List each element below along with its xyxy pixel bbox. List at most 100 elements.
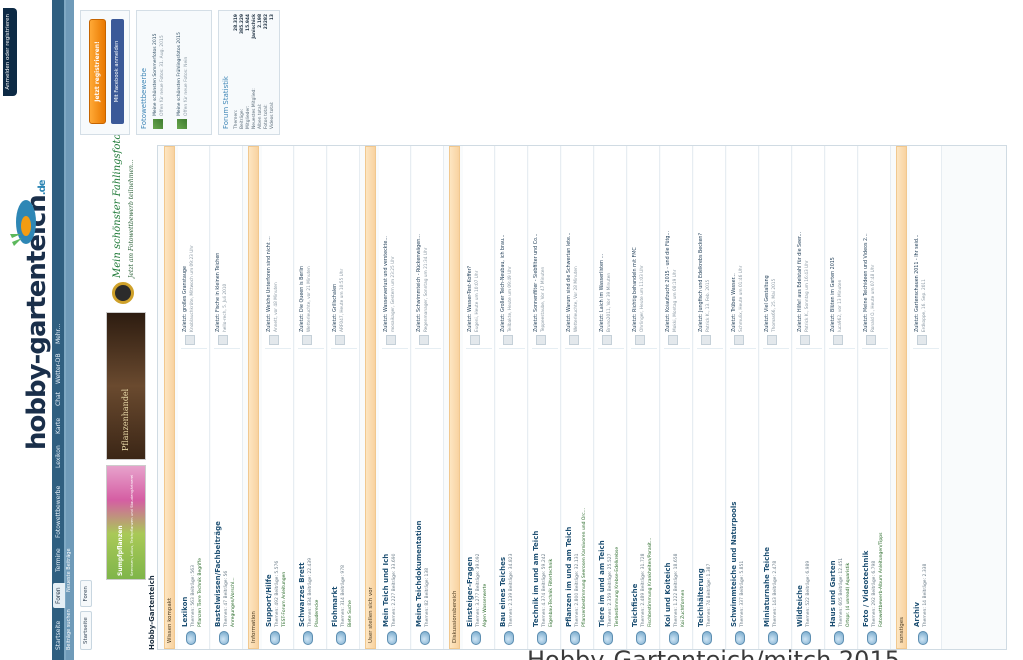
avatar[interactable] <box>569 335 579 345</box>
nav-item-startseite[interactable]: Startseite <box>55 620 62 650</box>
last-post-title[interactable]: Zuletzt: Richtig behandeln mit FMC <box>633 247 638 332</box>
forum-title[interactable]: Support/Hilfe <box>265 574 273 627</box>
login-link[interactable]: Anmelden oder registrieren <box>3 8 17 96</box>
forum-title[interactable]: Meine Teichdokumentation <box>415 520 423 628</box>
avatar[interactable] <box>668 335 678 345</box>
subforum-links[interactable]: Pflanzen Tiere Technik Begriffe <box>198 557 203 627</box>
subforum-links[interactable]: Fotowettbewerb-Album Anleitungen/Tipps <box>879 532 884 627</box>
subnav-beitraege-suchen[interactable]: Beiträge suchen <box>66 609 72 650</box>
nav-item-termine[interactable]: Termine <box>55 548 62 572</box>
avatar[interactable] <box>419 335 429 345</box>
avatar[interactable] <box>917 335 927 345</box>
last-post-title[interactable]: Zuletzt: Wasserverlust und versteckte... <box>384 236 389 332</box>
last-post-title[interactable]: Zuletzt: Jungfisch und Edelkrebs Becken? <box>699 233 704 332</box>
stat-value[interactable]: Janischick <box>252 14 257 39</box>
last-post-title[interactable]: Zuletzt: Gartenschauen 2011 - Ihr seid..… <box>915 234 920 332</box>
last-post-title[interactable]: Zuletzt: Blüten im Garten 2015 <box>831 257 836 332</box>
last-post-title[interactable]: Zuletzt: Laich im Wasserlisten ... <box>600 253 605 332</box>
avatar[interactable] <box>386 335 396 345</box>
nav-item-mehr[interactable]: Mehr... <box>55 323 62 344</box>
last-post-title[interactable]: Zuletzt: Großer Teich-Neubau, ich brau..… <box>501 234 506 332</box>
last-post-title[interactable]: Zuletzt: Schwimmteich - Rückenwägen... <box>417 234 422 332</box>
last-post-title[interactable]: Zuletzt: Wasser-Test-Koffer? <box>468 265 473 332</box>
forum-title[interactable]: Archiv <box>913 602 921 627</box>
contest-item[interactable]: Meine schönsten Frühlingsfotos 2015 Offe… <box>177 14 193 129</box>
avatar[interactable] <box>701 335 711 345</box>
nav-item-karte[interactable]: Karte <box>55 417 62 434</box>
forum-title[interactable]: Haus und Garten <box>829 560 837 627</box>
avatar[interactable] <box>635 335 645 345</box>
facebook-login-button[interactable]: Mit Facebook anmelden <box>111 19 124 124</box>
subnav-neueste-beitraege[interactable]: Neueste Beiträge <box>66 548 72 592</box>
forum-title[interactable]: Teichfische <box>631 583 639 627</box>
last-post-title[interactable]: Zuletzt: Meine Teichideen und Videos 2..… <box>864 233 869 332</box>
last-post-title[interactable]: Zuletzt: Fische in kleinen Teichen <box>216 252 221 332</box>
nav-item-chat[interactable]: Chat <box>55 391 62 406</box>
subforum-links[interactable]: TEST-Forum Anleitungen <box>282 571 287 627</box>
forum-title[interactable]: Wildteiche <box>796 585 804 627</box>
forum-title[interactable]: Flohmarkt <box>331 586 339 627</box>
subforum-links[interactable]: Eigenbau-Technik Filtertechnik <box>549 558 554 627</box>
forum-title[interactable]: Mein Teich und Ich <box>382 553 390 627</box>
subforum-links[interactable]: Koi Zuchtformen <box>681 589 686 627</box>
forum-title[interactable]: Foto / Videotechnik <box>862 550 870 627</box>
breadcrumb-foren[interactable]: Foren <box>80 580 92 608</box>
last-post-title[interactable]: Zuletzt: Sonnenfilter - Siebfilter und C… <box>534 233 539 332</box>
avatar[interactable] <box>185 335 195 345</box>
last-post-title[interactable]: Zuletzt: Viel Gestaltung <box>765 275 770 332</box>
subforum-links[interactable]: Biete Suche <box>348 600 353 627</box>
avatar[interactable] <box>734 335 744 345</box>
category-header[interactable]: Diskussionsbereich <box>449 146 460 649</box>
category-header[interactable]: Information <box>248 146 259 649</box>
category-header[interactable]: User stellen sich vor <box>365 146 376 649</box>
subforum-links[interactable]: Plauderecke <box>315 599 320 627</box>
subforum-links[interactable]: Tierbestimmung Krebse-Edelkrebse <box>615 546 620 627</box>
subforum-links[interactable]: Ortspr. (4 unread) Aquaristik <box>846 562 851 627</box>
forum-title[interactable]: Einsteiger-Fragen <box>466 556 474 627</box>
avatar[interactable] <box>503 335 513 345</box>
last-post-title[interactable]: Zuletzt: Hilfe! aus Edelstahl für die Se… <box>798 231 803 332</box>
forum-title[interactable]: Bau eines Teiches <box>499 557 507 627</box>
subforum-links[interactable]: Fischbestimmung Krankheiten/Parasit... <box>648 537 653 627</box>
avatar[interactable] <box>335 335 345 345</box>
avatar[interactable] <box>536 335 546 345</box>
forum-title[interactable]: Lexikon <box>181 596 189 627</box>
nav-item-wetter-db[interactable]: Wetter-DB <box>55 353 62 384</box>
forum-title[interactable]: Pflanzen im und am Teich <box>565 526 573 627</box>
last-post-title[interactable]: Zuletzt: Trübes Wasser... <box>732 273 737 332</box>
last-post-title[interactable]: Zuletzt: Grillschalen <box>333 283 338 332</box>
avatar[interactable] <box>866 335 876 345</box>
banner-fotowettbewerb[interactable]: Mein schönster Fahlingsfoto Jetzt am Fot… <box>106 108 146 308</box>
nav-item-fotowettbewerbe[interactable]: Fotowettbewerbe <box>55 485 62 538</box>
last-post-title[interactable]: Zuletzt: großes Granstauge <box>183 266 188 332</box>
nav-item-lexikon[interactable]: Lexikon <box>55 445 62 468</box>
last-post-title[interactable]: Zuletzt: Die Queen is Berlin <box>300 265 305 332</box>
avatar[interactable] <box>470 335 480 345</box>
breadcrumb-startseite[interactable]: Startseite <box>80 611 92 650</box>
forum-title[interactable]: Miniaturnahe Teiche <box>763 546 771 627</box>
forum-title[interactable]: Schwimmteiche und Naturpools <box>730 501 738 627</box>
forum-title[interactable]: Tiere im und am Teich <box>598 540 606 627</box>
subforum-links[interactable]: Algen Wasserwerte <box>483 583 488 627</box>
avatar[interactable] <box>302 335 312 345</box>
forum-title[interactable]: Bastelwissen/Fachbeiträge <box>214 521 222 627</box>
avatar[interactable] <box>218 335 228 345</box>
avatar[interactable] <box>767 335 777 345</box>
avatar[interactable] <box>833 335 843 345</box>
contest-item[interactable]: Meine schönsten Sommerfotos 2015 Offen f… <box>153 14 169 129</box>
category-header[interactable]: Wissen kompakt <box>164 146 175 649</box>
forum-title[interactable]: Teichhälterung <box>697 568 705 627</box>
nav-item-foren[interactable]: Foren <box>53 583 65 608</box>
subforum-links[interactable]: Anregungen/Vorschl... <box>231 577 236 627</box>
last-post-title[interactable]: Zuletzt: Koiaufzucht 2015 - und die Fütg… <box>666 230 671 332</box>
last-post-title[interactable]: Zuletzt: Warum sind die Schwertan lete..… <box>567 232 572 332</box>
category-header[interactable]: sonstiges <box>896 146 907 649</box>
register-button[interactable]: Jetzt registrieren! <box>89 19 106 124</box>
avatar[interactable] <box>269 335 279 345</box>
forum-title[interactable]: Schwarzes Brett <box>298 562 306 627</box>
subforum-links[interactable]: Pflanzenbestimmung Seerosen Karnivoren u… <box>582 508 587 627</box>
last-post-title[interactable]: Zuletzt: Welche Unterforen sind nicht ..… <box>267 236 272 332</box>
avatar[interactable] <box>800 335 810 345</box>
forum-title[interactable]: Koi und Koiteich <box>664 562 672 628</box>
forum-title[interactable]: Technik im und am Teich <box>532 530 540 627</box>
